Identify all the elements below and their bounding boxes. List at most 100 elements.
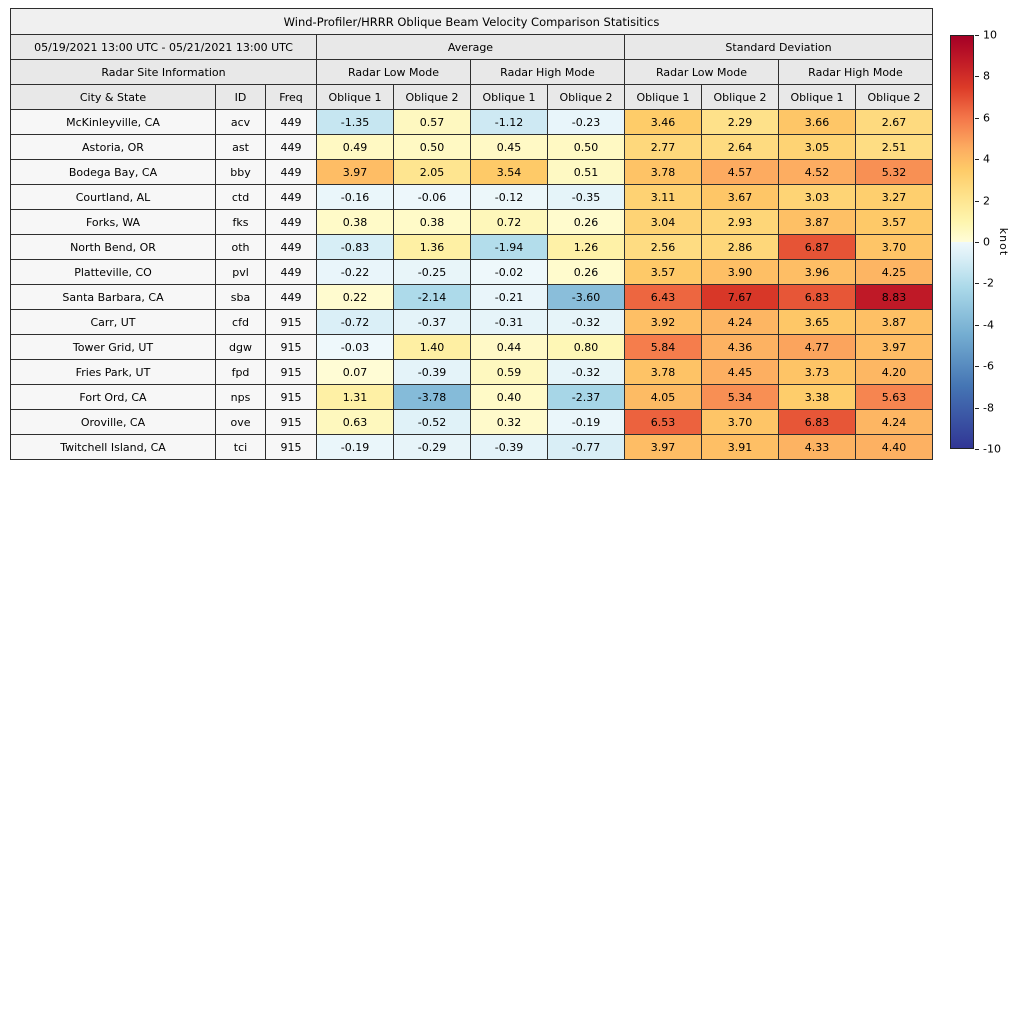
value-cell: -0.37 <box>393 309 471 335</box>
group-header-row: 05/19/2021 13:00 UTC - 05/21/2021 13:00 … <box>10 34 933 60</box>
colorbar-tick-label: 10 <box>983 28 997 42</box>
value-cell: 3.67 <box>701 184 779 210</box>
value-cell: 3.03 <box>778 184 856 210</box>
site-id-cell: dgw <box>215 334 266 360</box>
value-cell: -0.22 <box>316 259 394 285</box>
freq-cell: 915 <box>265 409 317 435</box>
colorbar-tick <box>975 35 979 36</box>
value-cell: 3.73 <box>778 359 856 385</box>
value-cell: 5.63 <box>855 384 933 410</box>
table-row: Fort Ord, CA nps 915 1.31 -3.78 0.40 -2.37 4.05… <box>10 384 933 410</box>
value-cell: 1.40 <box>393 334 471 360</box>
value-cell: 0.57 <box>393 109 471 135</box>
colorbar-tick-label: 4 <box>983 152 990 166</box>
colorbar-tick <box>975 283 979 285</box>
stats-table: Wind-Profiler/HRRR Oblique Beam Velocity… <box>10 8 933 460</box>
table-row: Tower Grid, UT dgw 915 -0.03 1.40 0.44 0.80 5.8… <box>10 334 933 360</box>
value-cell: 3.87 <box>778 209 856 235</box>
value-cell: 0.51 <box>547 159 625 185</box>
table-row: Oroville, CA ove 915 0.63 -0.52 0.32 -0.19 6.53… <box>10 409 933 435</box>
colorbar-tick <box>975 76 979 78</box>
value-cell: 0.40 <box>470 384 548 410</box>
value-cell: 6.83 <box>778 409 856 435</box>
value-cell: 7.67 <box>701 284 779 310</box>
site-id-cell: sba <box>215 284 266 310</box>
table-header: Wind-Profiler/HRRR Oblique Beam Velocity… <box>10 8 933 110</box>
table-row: Carr, UT cfd 915 -0.72 -0.37 -0.31 -0.32 3.92 4.… <box>10 309 933 335</box>
value-cell: 4.40 <box>855 434 933 460</box>
value-cell: 6.53 <box>624 409 702 435</box>
colorbar-tick <box>975 407 979 409</box>
city-cell: Fort Ord, CA <box>10 384 216 410</box>
table-title: Wind-Profiler/HRRR Oblique Beam Velocity… <box>10 8 933 35</box>
city-cell: North Bend, OR <box>10 234 216 260</box>
site-id-cell: tci <box>215 434 266 460</box>
value-cell: 3.91 <box>701 434 779 460</box>
site-id-cell: fks <box>215 209 266 235</box>
colorbar-tick-label: -2 <box>983 276 994 290</box>
value-cell: 6.87 <box>778 234 856 260</box>
value-cell: -0.19 <box>316 434 394 460</box>
column-header-row: City & State ID Freq Oblique 1 Oblique 2… <box>10 84 933 110</box>
value-cell: 3.90 <box>701 259 779 285</box>
freq-cell: 915 <box>265 434 317 460</box>
date-range: 05/19/2021 13:00 UTC - 05/21/2021 13:00 … <box>10 34 317 60</box>
city-cell: Oroville, CA <box>10 409 216 435</box>
freq-header: Freq <box>265 84 317 110</box>
value-cell: 3.57 <box>855 209 933 235</box>
value-cell: 8.83 <box>855 284 933 310</box>
value-cell: 6.43 <box>624 284 702 310</box>
city-cell: Santa Barbara, CA <box>10 284 216 310</box>
value-cell: 3.11 <box>624 184 702 210</box>
colorbar: 10 8 6 4 2 0 -2 -4 -6 -8 -10 knot <box>950 29 1024 456</box>
colorbar-tick-label: -4 <box>983 318 994 332</box>
title-row: Wind-Profiler/HRRR Oblique Beam Velocity… <box>10 8 933 35</box>
table-row: Twitchell Island, CA tci 915 -0.19 -0.29 -0.3… <box>10 434 933 460</box>
oblique2-header: Oblique 2 <box>701 84 779 110</box>
value-cell: -0.32 <box>547 359 625 385</box>
value-cell: 1.26 <box>547 234 625 260</box>
value-cell: -1.12 <box>470 109 548 135</box>
value-cell: 0.59 <box>470 359 548 385</box>
value-cell: -0.72 <box>316 309 394 335</box>
value-cell: 3.70 <box>701 409 779 435</box>
value-cell: 4.57 <box>701 159 779 185</box>
value-cell: 4.24 <box>855 409 933 435</box>
id-header: ID <box>215 84 266 110</box>
value-cell: 3.97 <box>624 434 702 460</box>
value-cell: 3.05 <box>778 134 856 160</box>
value-cell: 4.33 <box>778 434 856 460</box>
value-cell: 3.65 <box>778 309 856 335</box>
value-cell: 2.05 <box>393 159 471 185</box>
oblique2-header: Oblique 2 <box>393 84 471 110</box>
value-cell: 3.04 <box>624 209 702 235</box>
city-cell: Platteville, CO <box>10 259 216 285</box>
oblique1-header: Oblique 1 <box>778 84 856 110</box>
value-cell: 0.63 <box>316 409 394 435</box>
value-cell: -0.77 <box>547 434 625 460</box>
value-cell: 3.78 <box>624 159 702 185</box>
value-cell: 5.32 <box>855 159 933 185</box>
value-cell: 0.44 <box>470 334 548 360</box>
colorbar-tick-label: 0 <box>983 235 990 249</box>
colorbar-tick-label: -6 <box>983 359 994 373</box>
site-id-cell: nps <box>215 384 266 410</box>
value-cell: 3.96 <box>778 259 856 285</box>
colorbar-tick <box>975 200 979 202</box>
colorbar-tick <box>975 159 979 161</box>
freq-cell: 915 <box>265 309 317 335</box>
colorbar-tick-label: -10 <box>983 442 1001 456</box>
value-cell: -0.52 <box>393 409 471 435</box>
city-cell: Bodega Bay, CA <box>10 159 216 185</box>
value-cell: 2.67 <box>855 109 933 135</box>
value-cell: 3.54 <box>470 159 548 185</box>
value-cell: 4.05 <box>624 384 702 410</box>
value-cell: 3.87 <box>855 309 933 335</box>
colorbar-gradient <box>950 35 974 449</box>
table-row: Forks, WA fks 449 0.38 0.38 0.72 0.26 3.04 2.93 3… <box>10 209 933 235</box>
value-cell: 4.45 <box>701 359 779 385</box>
colorbar-tick-label: 8 <box>983 69 990 83</box>
value-cell: 3.97 <box>316 159 394 185</box>
oblique1-header: Oblique 1 <box>470 84 548 110</box>
value-cell: 1.31 <box>316 384 394 410</box>
